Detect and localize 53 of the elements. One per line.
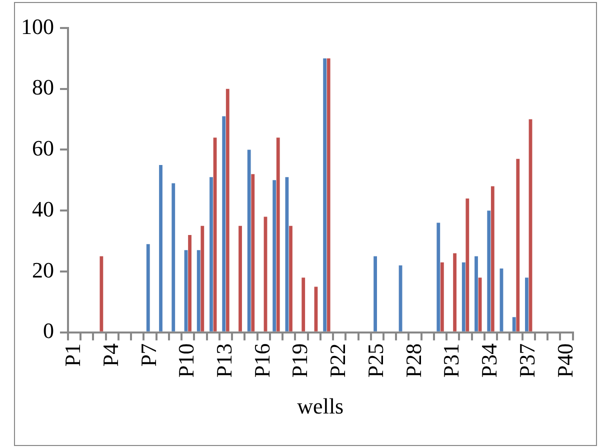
bar xyxy=(247,150,251,332)
x-tick-label: P10 xyxy=(174,343,199,378)
bar xyxy=(272,180,276,332)
bar xyxy=(374,256,377,332)
bar xyxy=(146,244,150,332)
x-tick-label: P7 xyxy=(136,343,161,367)
bar xyxy=(440,262,444,332)
x-tick-label: P4 xyxy=(98,343,123,367)
bar xyxy=(516,158,520,332)
bar xyxy=(188,234,192,332)
bar xyxy=(436,222,440,332)
y-tick-label: 20 xyxy=(32,257,54,282)
bar xyxy=(222,116,226,332)
bar xyxy=(453,253,456,332)
bar xyxy=(512,317,516,332)
bar xyxy=(159,164,162,332)
bar xyxy=(196,250,200,332)
y-tick-label: 100 xyxy=(21,14,54,39)
x-tick-label: P22 xyxy=(325,343,350,378)
bar xyxy=(323,58,327,332)
bar xyxy=(100,256,104,332)
x-tick-label: P1 xyxy=(60,343,86,367)
bar xyxy=(210,177,213,332)
x-tick-label: P34 xyxy=(476,343,502,378)
bar xyxy=(285,177,289,332)
bar xyxy=(200,226,204,332)
bar xyxy=(474,256,478,332)
x-tick-label: P31 xyxy=(438,343,464,378)
x-tick-label: P16 xyxy=(249,343,274,378)
y-tick-label: 60 xyxy=(32,136,54,161)
y-tick-label: 0 xyxy=(43,318,54,344)
bar xyxy=(251,174,255,332)
x-axis-title: wells xyxy=(297,394,344,419)
bar xyxy=(525,278,528,332)
x-tick-label: P37 xyxy=(514,343,540,378)
bar xyxy=(172,183,176,332)
bar xyxy=(302,278,306,332)
bar xyxy=(487,210,491,332)
x-tick-label: P13 xyxy=(212,343,237,378)
bar xyxy=(226,88,230,332)
x-tick-label: P19 xyxy=(287,343,312,378)
bar xyxy=(238,226,242,332)
bar xyxy=(490,186,494,332)
x-tick-label: P28 xyxy=(400,343,426,378)
y-tick-label: 80 xyxy=(32,74,54,100)
bar xyxy=(466,198,470,332)
bar xyxy=(289,226,292,332)
y-tick-label: 40 xyxy=(32,196,54,222)
x-tick-label: P25 xyxy=(362,343,388,378)
bar xyxy=(276,138,280,332)
bar xyxy=(462,262,466,332)
bar xyxy=(326,58,330,332)
x-tick-label: P40 xyxy=(552,343,578,378)
